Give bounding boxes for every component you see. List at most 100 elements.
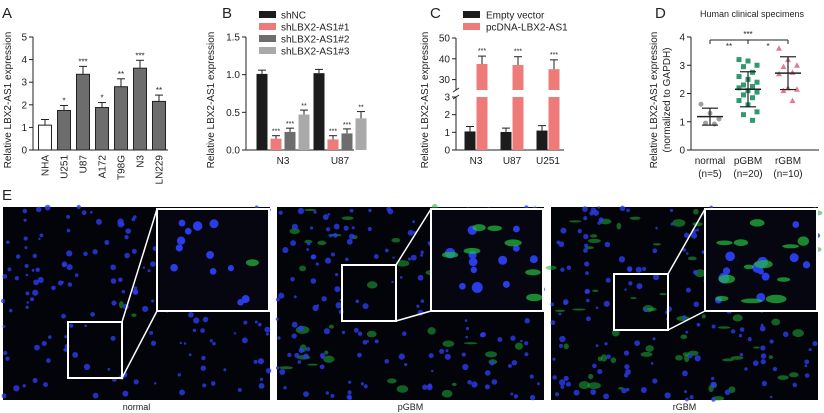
nucleus-dot xyxy=(15,254,21,259)
micrograph-rgbm xyxy=(545,205,823,402)
nucleus-dot xyxy=(74,273,79,277)
panel-b-significance: *** xyxy=(272,129,280,136)
nucleus-dot xyxy=(32,377,38,384)
nucleus-dot xyxy=(355,299,360,304)
nucleus-dot xyxy=(151,299,155,303)
panel-d-point xyxy=(776,45,782,51)
nucleus-dot xyxy=(333,223,340,230)
nucleus-dot xyxy=(399,275,403,279)
nucleus-dot xyxy=(412,220,416,224)
green-staining xyxy=(753,346,760,349)
inset-nucleus xyxy=(789,253,799,263)
nucleus-dot xyxy=(6,240,10,245)
nucleus-dot xyxy=(688,353,693,359)
nucleus-dot xyxy=(685,287,691,293)
nucleus-dot xyxy=(61,281,64,284)
nucleus-dot xyxy=(92,249,98,255)
nucleus-dot xyxy=(90,312,95,317)
nucleus-dot xyxy=(625,368,631,375)
nucleus-dot xyxy=(360,382,364,386)
panel-a-bar-nha xyxy=(38,124,52,151)
nucleus-dot xyxy=(43,382,48,388)
inset-nucleus xyxy=(209,219,219,229)
nucleus-dot xyxy=(554,392,560,397)
inset-nucleus xyxy=(209,268,217,275)
nucleus-dot xyxy=(306,241,311,246)
panel-label-e: E xyxy=(2,187,12,204)
nucleus-dot xyxy=(321,296,327,302)
nucleus-dot xyxy=(683,232,690,238)
panel-c-bar-lower xyxy=(512,97,524,150)
nucleus-dot xyxy=(202,383,207,388)
green-staining xyxy=(366,281,378,289)
green-staining xyxy=(299,265,307,272)
nucleus-dot xyxy=(513,394,519,399)
nucleus-dot xyxy=(597,206,601,209)
inset-nucleus xyxy=(802,261,811,269)
panel-b-significance: ** xyxy=(301,103,307,110)
nucleus-dot xyxy=(66,250,73,257)
nucleus-dot xyxy=(279,369,286,376)
nucleus-dot xyxy=(635,266,642,273)
nucleus-dot xyxy=(464,319,468,322)
nucleus-dot xyxy=(150,340,157,346)
inset-nucleus xyxy=(192,221,203,231)
green-staining xyxy=(324,350,329,355)
green-staining xyxy=(442,340,455,347)
nucleus-dot xyxy=(511,359,518,366)
nucleus-dot xyxy=(586,298,590,303)
inset-zoom xyxy=(430,208,544,312)
panel-b-bar xyxy=(298,114,310,150)
nucleus-dot xyxy=(604,342,608,346)
panel-b-bar xyxy=(270,138,282,150)
nucleus-dot xyxy=(760,359,766,365)
nucleus-dot xyxy=(348,380,352,384)
nucleus-dot xyxy=(149,330,154,335)
panel-label-a: A xyxy=(2,5,12,22)
nucleus-dot xyxy=(277,336,281,340)
panel-d-point xyxy=(750,117,755,123)
green-staining xyxy=(768,355,774,360)
nucleus-dot xyxy=(471,381,478,388)
panel-label-d: D xyxy=(655,5,666,22)
nucleus-dot xyxy=(84,324,88,328)
panel-d-point xyxy=(698,101,704,107)
nucleus-dot xyxy=(254,320,258,324)
nucleus-dot xyxy=(150,261,156,267)
green-staining xyxy=(682,352,690,357)
nucleus-dot xyxy=(310,254,316,260)
nucleus-dot xyxy=(347,390,352,395)
panel-c-axis-break xyxy=(452,87,460,93)
green-staining xyxy=(616,222,622,230)
green-staining xyxy=(317,240,327,246)
nucleus-dot xyxy=(313,210,317,214)
panel-d-point xyxy=(736,74,742,80)
panel-d-y-tick-label: 0 xyxy=(679,146,685,157)
nucleus-dot xyxy=(325,391,329,395)
nucleus-dot xyxy=(319,352,326,359)
inset-green xyxy=(472,224,486,232)
green-staining xyxy=(396,385,409,393)
panel-c-x-tick-label: U87 xyxy=(503,156,522,167)
panel-d-y-tick-label: 4 xyxy=(679,33,685,44)
panel-d-significance: * xyxy=(766,42,769,51)
inset-green xyxy=(782,244,800,249)
nucleus-dot xyxy=(0,298,6,304)
nucleus-dot xyxy=(694,355,701,362)
nucleus-dot xyxy=(812,340,818,347)
green-staining xyxy=(640,351,653,357)
green-staining xyxy=(341,216,354,220)
panel-b-legend-swatch xyxy=(259,23,276,30)
nucleus-dot xyxy=(310,278,317,284)
nucleus-dot xyxy=(183,342,187,345)
panel-c-x-tick-label: N3 xyxy=(470,156,483,167)
panel-d-significance: *** xyxy=(743,30,752,39)
nucleus-dot xyxy=(38,237,41,240)
inset-nucleus xyxy=(761,272,770,281)
nucleus-dot xyxy=(410,254,417,261)
nucleus-dot xyxy=(89,210,93,214)
panel-a-significance: ** xyxy=(156,86,162,95)
green-staining xyxy=(441,389,453,398)
nucleus-dot xyxy=(117,218,124,225)
nucleus-dot xyxy=(257,322,262,327)
